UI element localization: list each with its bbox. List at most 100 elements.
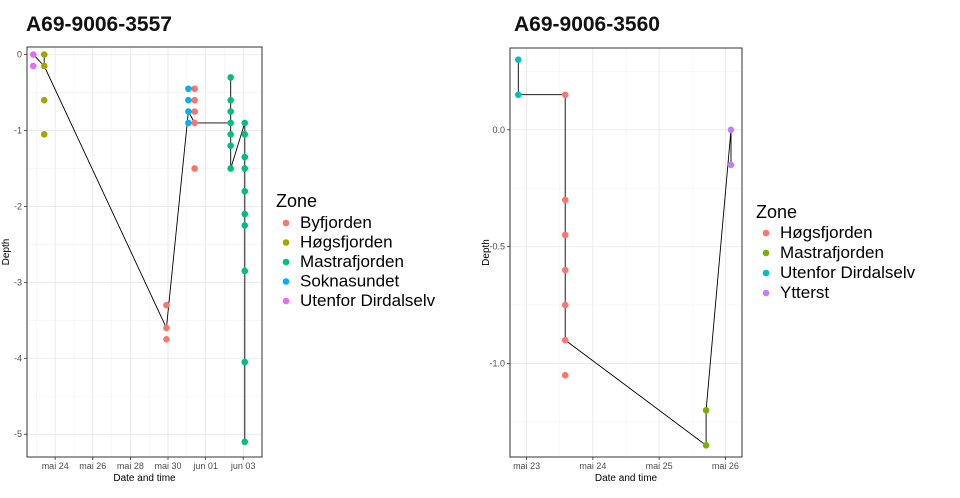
data-point <box>241 358 249 366</box>
data-point <box>561 196 569 204</box>
series-soknasundet <box>185 85 192 127</box>
y-axis-title: Depth <box>481 239 492 266</box>
legend-label: Byfjorden <box>300 213 372 232</box>
x-tick-label: mai 26 <box>79 461 106 471</box>
y-tick-label: 0.0 <box>492 125 505 135</box>
data-point <box>702 406 710 414</box>
chart-title-left: A69-9006-3557 <box>26 13 172 36</box>
chart-right: mai 23 mai 24 mai 25 mai 26 0.0 -0.5 -1.0 Date … <box>481 47 916 484</box>
legend-label: Høgsfjorden <box>780 223 873 242</box>
x-tick-label: mai 24 <box>42 461 69 471</box>
y-tick-label: -1 <box>14 126 22 136</box>
data-point <box>241 222 249 229</box>
data-point <box>561 301 569 309</box>
data-point <box>241 165 249 172</box>
data-point <box>185 85 192 93</box>
data-point <box>561 91 569 99</box>
data-point <box>702 442 710 449</box>
chart-title-right: A69-9006-3560 <box>514 13 660 36</box>
legend: Zone ByfjordenHøgsfjordenMastrafjordenSok… <box>276 191 436 310</box>
data-point <box>227 142 234 150</box>
legend-title: Zone <box>276 191 317 211</box>
plot-panel <box>27 47 262 457</box>
data-point <box>727 161 735 169</box>
legend-label: Soknasundet <box>300 272 400 291</box>
data-point <box>191 119 198 127</box>
data-point <box>241 131 249 138</box>
y-tick-label: -1.0 <box>489 359 505 369</box>
series-h-gsfjorden <box>40 51 48 138</box>
data-point <box>191 96 198 104</box>
data-point <box>241 187 249 195</box>
legend-key <box>282 297 290 305</box>
data-point <box>191 85 198 93</box>
series-mastrafjorden <box>227 74 249 446</box>
series-utenfor-dirdalselv <box>514 56 522 99</box>
y-tick-label: -3 <box>14 277 22 287</box>
data-point <box>241 210 249 218</box>
data-point <box>185 108 192 115</box>
y-tick-label: -0.5 <box>489 242 505 252</box>
legend-key <box>282 219 290 227</box>
track-line <box>517 59 732 447</box>
x-tick-label: mai 24 <box>579 461 606 471</box>
legend-key <box>282 278 290 285</box>
data-point <box>40 131 48 138</box>
data-point <box>227 131 234 138</box>
data-point <box>561 336 569 344</box>
plot-border <box>26 46 263 458</box>
data-point <box>40 96 48 104</box>
data-point <box>227 74 234 81</box>
legend-key <box>762 249 770 257</box>
data-point <box>241 153 249 161</box>
x-axis-title: Date and time <box>113 473 176 484</box>
data-point <box>514 91 522 99</box>
y-tick-label: 0 <box>17 50 22 60</box>
x-axis-title: Date and time <box>595 473 658 484</box>
data-point <box>185 119 192 127</box>
y-tick-label: -2 <box>14 201 22 211</box>
legend-label: Mastrafjorden <box>780 243 884 262</box>
legend-label: Mastrafjorden <box>300 252 404 271</box>
series-h-gsfjorden <box>561 91 569 379</box>
data-point <box>29 62 37 70</box>
data-point <box>241 267 249 275</box>
x-tick-label: mai 23 <box>513 461 540 471</box>
data-point <box>227 96 234 104</box>
data-point <box>241 119 249 127</box>
data-point <box>191 108 198 115</box>
data-point <box>727 126 735 134</box>
data-point <box>227 119 234 127</box>
legend-label: Utenfor Dirdalselv <box>300 291 436 310</box>
plot-border <box>509 47 743 458</box>
series-utenfor-dirdalselv <box>29 51 37 70</box>
legend-key <box>762 229 770 237</box>
data-point <box>227 108 234 115</box>
y-tick-label: -4 <box>14 353 22 363</box>
data-point <box>40 51 48 58</box>
data-point <box>227 165 234 172</box>
y-axis-title: Depth <box>1 239 12 266</box>
legend-key <box>282 258 290 266</box>
legend-label: Utenfor Dirdalselv <box>780 263 916 282</box>
legend-key <box>282 239 290 246</box>
x-tick-label: jun 01 <box>192 461 218 471</box>
y-tick-label: -5 <box>14 429 22 439</box>
legend-label: Ytterst <box>780 283 829 302</box>
x-tick-label: mai 26 <box>712 461 739 471</box>
legend-label: Høgsfjorden <box>300 233 393 252</box>
data-point <box>241 438 249 446</box>
legend-key <box>762 289 770 297</box>
x-tick-label: mai 28 <box>117 461 144 471</box>
data-point <box>163 336 170 343</box>
plot-area <box>27 47 263 457</box>
data-point <box>561 371 569 379</box>
data-point <box>514 56 522 63</box>
data-point <box>185 96 192 104</box>
legend-title: Zone <box>756 202 797 222</box>
legend-key <box>762 269 770 277</box>
data-point <box>163 301 170 309</box>
chart-left: mai 24 mai 26 mai 28 mai 30 jun 01 jun 03 0 -1 -… <box>1 46 436 484</box>
plot-area <box>510 48 742 457</box>
